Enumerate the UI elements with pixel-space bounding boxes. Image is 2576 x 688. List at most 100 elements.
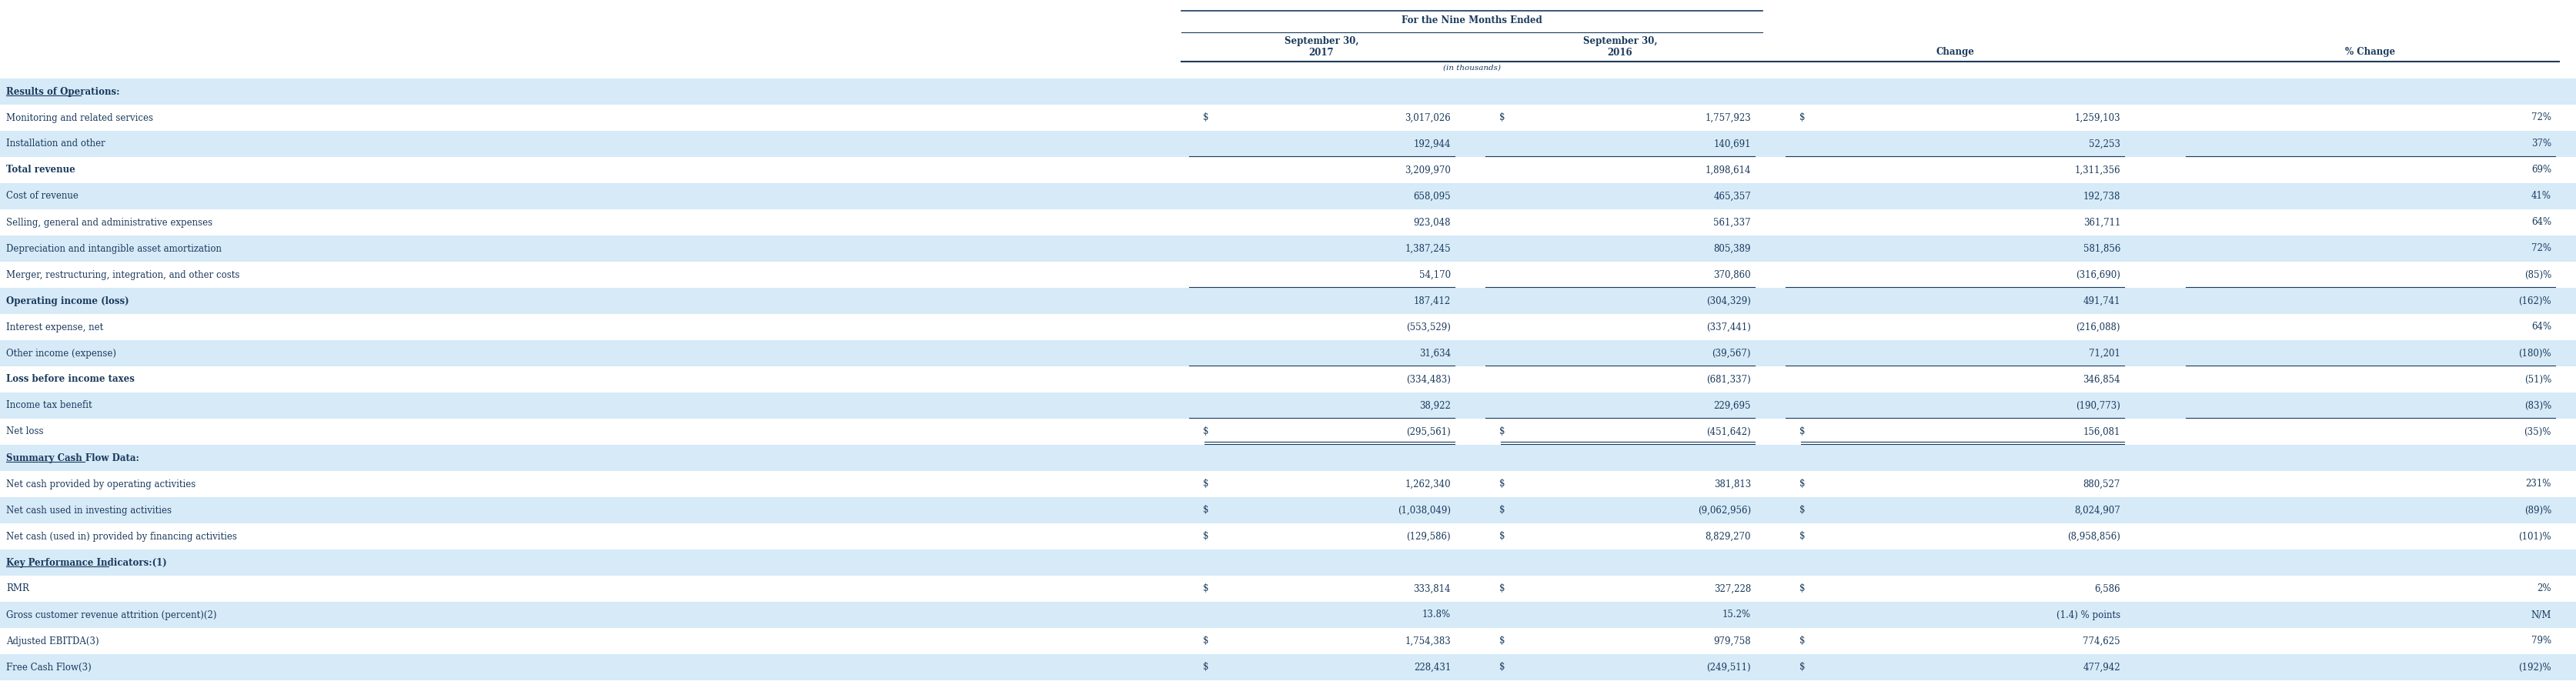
Text: Net cash provided by operating activities: Net cash provided by operating activitie… [5, 479, 196, 489]
Text: $: $ [1798, 636, 1806, 646]
Text: 2017: 2017 [1309, 47, 1334, 57]
Text: Summary Cash Flow Data:: Summary Cash Flow Data: [5, 453, 139, 463]
Text: Adjusted EBITDA(3): Adjusted EBITDA(3) [5, 636, 98, 646]
Text: (304,329): (304,329) [1705, 296, 1752, 306]
Text: (162)%: (162)% [2517, 296, 2550, 306]
Text: 1,262,340: 1,262,340 [1404, 479, 1450, 489]
Text: (in thousands): (in thousands) [1443, 64, 1499, 71]
Text: (295,561): (295,561) [1406, 427, 1450, 437]
Text: 774,625: 774,625 [2081, 636, 2120, 646]
Text: September 30,: September 30, [1582, 36, 1656, 47]
Text: 31,634: 31,634 [1419, 348, 1450, 358]
Bar [0, 471, 2576, 497]
Text: Results of Operations:: Results of Operations: [5, 87, 118, 96]
Text: 229,695: 229,695 [1713, 400, 1752, 411]
Text: Change: Change [1935, 47, 1973, 57]
Bar [0, 131, 2576, 157]
Text: (51)%: (51)% [2524, 374, 2550, 385]
Text: (89)%: (89)% [2524, 505, 2550, 515]
Text: 1,259,103: 1,259,103 [2074, 113, 2120, 122]
Text: 37%: 37% [2530, 139, 2550, 149]
Text: $: $ [1798, 531, 1806, 541]
Text: 187,412: 187,412 [1414, 296, 1450, 306]
Text: $: $ [1203, 113, 1208, 122]
Text: (190,773): (190,773) [2076, 400, 2120, 411]
Bar [0, 524, 2576, 550]
Text: 228,431: 228,431 [1414, 663, 1450, 672]
Text: $: $ [1499, 531, 1504, 541]
Text: $: $ [1798, 505, 1806, 515]
Text: $: $ [1499, 113, 1504, 122]
Text: 658,095: 658,095 [1412, 191, 1450, 202]
Text: (316,690): (316,690) [2076, 270, 2120, 280]
Text: 561,337: 561,337 [1713, 217, 1752, 228]
Bar [0, 628, 2576, 654]
Text: 1,757,923: 1,757,923 [1705, 113, 1752, 122]
Text: Cost of revenue: Cost of revenue [5, 191, 77, 202]
Text: Gross customer revenue attrition (percent)(2): Gross customer revenue attrition (percen… [5, 610, 216, 620]
Text: (39,567): (39,567) [1710, 348, 1752, 358]
Bar [0, 576, 2576, 602]
Text: 1,311,356: 1,311,356 [2074, 165, 2120, 175]
Text: Key Performance Indicators:(1): Key Performance Indicators:(1) [5, 557, 167, 568]
Text: 327,228: 327,228 [1713, 583, 1752, 594]
Text: 979,758: 979,758 [1713, 636, 1752, 646]
Text: $: $ [1798, 663, 1806, 672]
Text: 64%: 64% [2530, 217, 2550, 228]
Text: (334,483): (334,483) [1406, 374, 1450, 385]
Text: 79%: 79% [2530, 636, 2550, 646]
Text: Net loss: Net loss [5, 427, 44, 437]
Text: 72%: 72% [2530, 244, 2550, 254]
Text: 64%: 64% [2530, 322, 2550, 332]
Text: 8,829,270: 8,829,270 [1705, 531, 1752, 541]
Text: (85)%: (85)% [2524, 270, 2550, 280]
Text: 346,854: 346,854 [2081, 374, 2120, 385]
Text: (8,958,856): (8,958,856) [2066, 531, 2120, 541]
Text: $: $ [1499, 479, 1504, 489]
Text: $: $ [1203, 479, 1208, 489]
Text: N/M: N/M [2530, 610, 2550, 620]
Text: (180)%: (180)% [2517, 348, 2550, 358]
Text: Free Cash Flow(3): Free Cash Flow(3) [5, 663, 90, 672]
Text: 192,944: 192,944 [1414, 139, 1450, 149]
Text: Installation and other: Installation and other [5, 139, 106, 149]
Text: 71,201: 71,201 [2089, 348, 2120, 358]
Text: % Change: % Change [2344, 47, 2396, 57]
Text: $: $ [1499, 663, 1504, 672]
Text: RMR: RMR [5, 583, 28, 594]
Bar [0, 340, 2576, 366]
Text: (192)%: (192)% [2517, 663, 2550, 672]
Text: 54,170: 54,170 [1419, 270, 1450, 280]
Text: Loss before income taxes: Loss before income taxes [5, 374, 134, 385]
Text: 1,898,614: 1,898,614 [1705, 165, 1752, 175]
Text: 2%: 2% [2537, 583, 2550, 594]
Text: $: $ [1203, 531, 1208, 541]
Text: Depreciation and intangible asset amortization: Depreciation and intangible asset amorti… [5, 244, 222, 254]
Text: 581,856: 581,856 [2081, 244, 2120, 254]
Text: (216,088): (216,088) [2076, 322, 2120, 332]
Bar [0, 261, 2576, 288]
Text: For the Nine Months Ended: For the Nine Months Ended [1401, 15, 1543, 25]
Text: $: $ [1798, 113, 1806, 122]
Text: Interest expense, net: Interest expense, net [5, 322, 103, 332]
Text: Operating income (loss): Operating income (loss) [5, 296, 129, 306]
Bar [0, 183, 2576, 209]
Text: 231%: 231% [2524, 479, 2550, 489]
Text: 805,389: 805,389 [1713, 244, 1752, 254]
Text: 72%: 72% [2530, 113, 2550, 122]
Bar [0, 288, 2576, 314]
Text: Net cash used in investing activities: Net cash used in investing activities [5, 505, 173, 515]
Text: $: $ [1499, 427, 1504, 437]
Bar [0, 366, 2576, 392]
Text: Net cash (used in) provided by financing activities: Net cash (used in) provided by financing… [5, 531, 237, 541]
Text: 1,387,245: 1,387,245 [1404, 244, 1450, 254]
Text: $: $ [1798, 479, 1806, 489]
Text: 69%: 69% [2530, 165, 2550, 175]
Text: 477,942: 477,942 [2081, 663, 2120, 672]
Text: $: $ [1203, 636, 1208, 646]
Text: (451,642): (451,642) [1705, 427, 1752, 437]
Text: 381,813: 381,813 [1713, 479, 1752, 489]
Text: 38,922: 38,922 [1419, 400, 1450, 411]
Text: Total revenue: Total revenue [5, 165, 75, 175]
Text: 8,024,907: 8,024,907 [2074, 505, 2120, 515]
